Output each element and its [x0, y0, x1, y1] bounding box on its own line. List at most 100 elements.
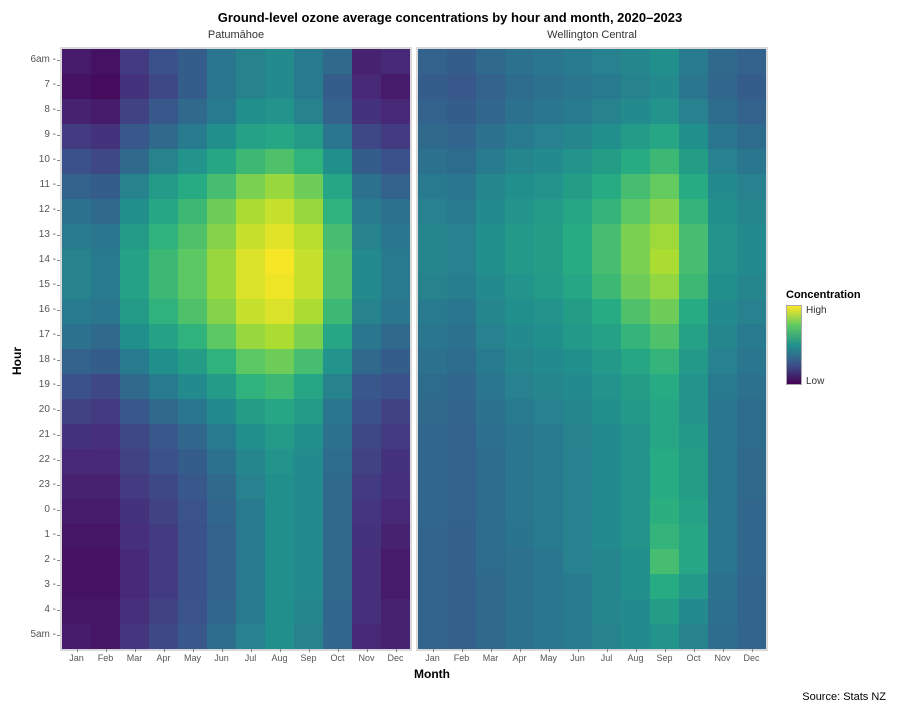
heatmap-cell [120, 199, 149, 224]
heatmap-cell [178, 349, 207, 374]
heatmap-cell [418, 624, 447, 649]
heatmap-cell [294, 324, 323, 349]
heatmap-cell [650, 599, 679, 624]
heatmap-cell [708, 99, 737, 124]
heatmap-cell [708, 474, 737, 499]
heatmap-cell [418, 524, 447, 549]
heatmap-cell [91, 424, 120, 449]
heatmap-cell [91, 174, 120, 199]
heatmap-cell [708, 524, 737, 549]
heatmap-cell [563, 274, 592, 299]
heatmap-cell [505, 399, 534, 424]
y-tick-label: 5am - [26, 622, 56, 647]
heatmap-cell [62, 274, 91, 299]
heatmap-cell [178, 599, 207, 624]
heatmap-cell [236, 274, 265, 299]
heatmap-cell [592, 74, 621, 99]
heatmap-cell [352, 549, 381, 574]
heatmap-cell [737, 99, 766, 124]
heatmap-cell [91, 299, 120, 324]
heatmap-cell [381, 349, 410, 374]
legend-title: Concentration [786, 289, 861, 301]
y-tick-label: 17 - [26, 322, 56, 347]
heatmap-cell [737, 324, 766, 349]
heatmap-cell [505, 449, 534, 474]
heatmap-cell [352, 324, 381, 349]
heatmap-cell [149, 49, 178, 74]
heatmap-cell [323, 124, 352, 149]
heatmap-cell [592, 249, 621, 274]
heatmap-cell [381, 474, 410, 499]
heatmap-cell [207, 574, 236, 599]
heatmap-cell [447, 74, 476, 99]
heatmap-cell [352, 474, 381, 499]
heatmap-cell [621, 574, 650, 599]
heatmap-cell [737, 574, 766, 599]
heatmap-cell [418, 449, 447, 474]
heatmap-cell [563, 74, 592, 99]
heatmap-cell [708, 299, 737, 324]
legend-colorbar [786, 305, 802, 385]
heatmap-cell [563, 199, 592, 224]
heatmap-cell [178, 274, 207, 299]
heatmap-cell [505, 99, 534, 124]
heatmap-cell [149, 549, 178, 574]
heatmap-cell [563, 324, 592, 349]
heatmap-cell [120, 224, 149, 249]
heatmap-cell [381, 149, 410, 174]
heatmap-cell [534, 399, 563, 424]
heatmap-cell [265, 49, 294, 74]
heatmap-cell [679, 124, 708, 149]
heatmap-cell [679, 399, 708, 424]
heatmap-cell [91, 474, 120, 499]
x-tick-label: Oct [679, 653, 708, 663]
heatmap-panel: PatumāhoeJanFebMarAprMayJunJulAugSepOctN… [60, 29, 412, 663]
x-tick-label: Nov [708, 653, 737, 663]
heatmap-cell [447, 624, 476, 649]
x-tick-label: Jan [62, 653, 91, 663]
heatmap-cell [120, 99, 149, 124]
heatmap-cell [207, 124, 236, 149]
heatmap-cell [236, 224, 265, 249]
heatmap-cell [207, 424, 236, 449]
heatmap-cell [650, 399, 679, 424]
heatmap-cell [737, 599, 766, 624]
heatmap-cell [737, 549, 766, 574]
heatmap-cell [149, 424, 178, 449]
panels-row: Hour 6am -7 -8 -9 -10 -11 -12 -13 -14 -1… [10, 29, 890, 663]
y-tick-label: 3 - [26, 572, 56, 597]
heatmap-cell [476, 549, 505, 574]
heatmap-cell [534, 424, 563, 449]
heatmap-cell [120, 499, 149, 524]
heatmap-cell [505, 199, 534, 224]
x-tick-label: May [534, 653, 563, 663]
y-tick-label: 13 - [26, 222, 56, 247]
heatmap-cell [323, 499, 352, 524]
y-tick-label: 11 - [26, 172, 56, 197]
heatmap-cell [650, 549, 679, 574]
heatmap-cell [149, 224, 178, 249]
heatmap-cell [62, 574, 91, 599]
heatmap-cell [149, 174, 178, 199]
heatmap-cell [120, 374, 149, 399]
heatmap-cell [149, 449, 178, 474]
ozone-heatmap-figure: Ground-level ozone average concentration… [10, 10, 890, 703]
x-tick-label: Jul [592, 653, 621, 663]
heatmap-cell [294, 249, 323, 274]
heatmap-cell [323, 549, 352, 574]
heatmap-cell [650, 524, 679, 549]
heatmap-cell [236, 49, 265, 74]
heatmap-cell [265, 524, 294, 549]
heatmap-cell [534, 349, 563, 374]
heatmap-cell [294, 224, 323, 249]
heatmap-cell [505, 624, 534, 649]
heatmap-cell [476, 624, 505, 649]
heatmap-cell [323, 349, 352, 374]
heatmap-cell [476, 524, 505, 549]
y-tick-label: 14 - [26, 247, 56, 272]
heatmap-cell [505, 424, 534, 449]
heatmap-cell [476, 574, 505, 599]
heatmap-cell [592, 499, 621, 524]
heatmap-cell [476, 274, 505, 299]
heatmap-cell [352, 399, 381, 424]
